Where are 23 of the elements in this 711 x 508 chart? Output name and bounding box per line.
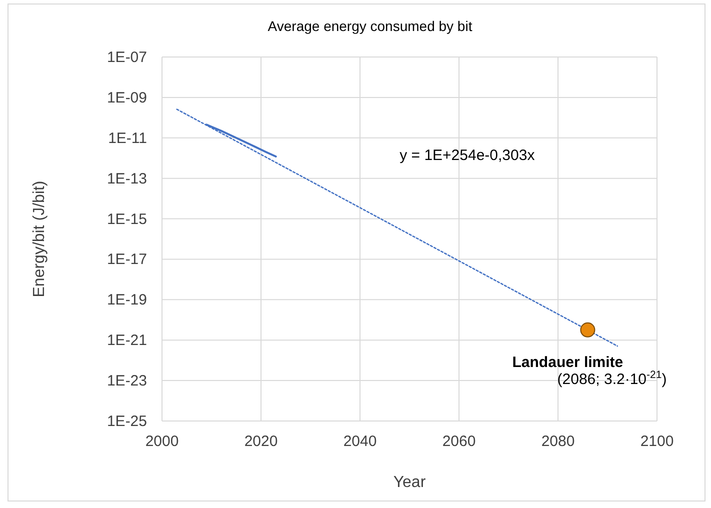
chart-title: Average energy consumed by bit xyxy=(268,18,472,34)
y-tick-label: 1E-07 xyxy=(106,49,147,66)
y-axis-title: Energy/bit (J/bit) xyxy=(31,180,48,298)
line-series xyxy=(206,124,277,158)
y-tick-label: 1E-09 xyxy=(106,89,147,106)
y-tick-label: 1E-21 xyxy=(106,332,147,350)
y-tick-label: 1E-11 xyxy=(108,130,147,147)
y-tick-label: 1E-17 xyxy=(106,251,147,268)
y-tick-label: 1E-15 xyxy=(106,210,147,228)
x-tick-label: 2080 xyxy=(541,433,575,450)
y-tick-label: 1E-23 xyxy=(106,372,147,390)
y-tick-label: 1E-13 xyxy=(106,170,147,188)
annotation: y = 1E+254e-0,303x xyxy=(400,147,536,164)
annotation: (2086; 3.2·10$^{-21}$) xyxy=(557,369,667,388)
x-tick-label: 2100 xyxy=(640,433,674,450)
y-tick-label: 1E-19 xyxy=(106,292,147,309)
x-axis-title: Year xyxy=(393,474,426,491)
x-tick-label: 2020 xyxy=(244,433,278,450)
y-tick-label: 1E-25 xyxy=(106,413,147,430)
x-tick-label: 2000 xyxy=(145,433,179,450)
x-tick-label: 2060 xyxy=(442,433,476,450)
text: Landauer limite xyxy=(512,354,624,371)
x-tick-label: 2040 xyxy=(343,433,377,450)
